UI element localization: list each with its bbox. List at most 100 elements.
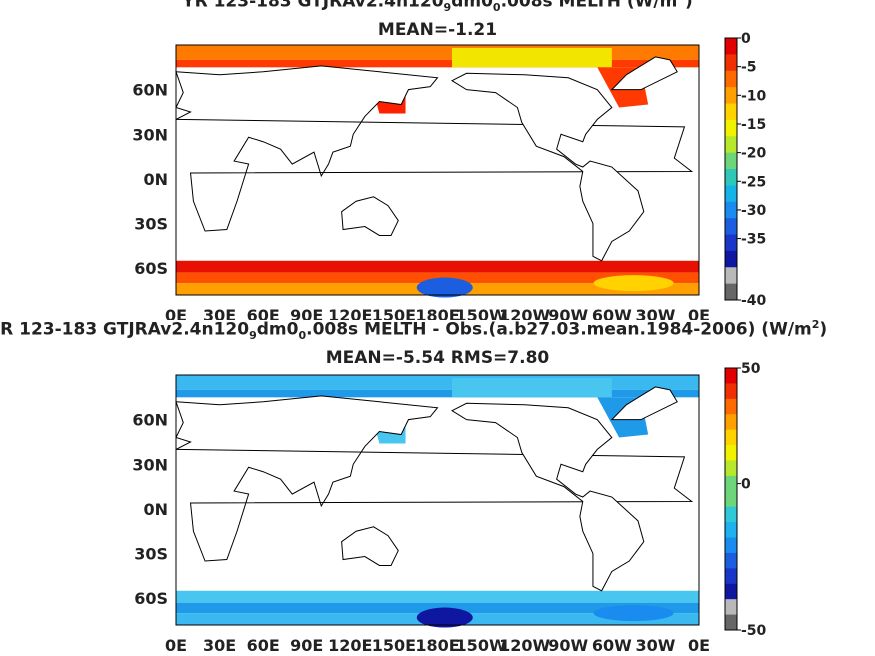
colorbar-tick-label: 0 bbox=[741, 31, 751, 47]
arctic-ice-region bbox=[452, 377, 612, 398]
colorbar-segment bbox=[725, 552, 737, 569]
ross-sea-region bbox=[416, 607, 473, 628]
weddell-sea-region bbox=[593, 605, 674, 622]
arctic-band bbox=[176, 389, 699, 398]
y-tick-label: 60N bbox=[132, 411, 168, 430]
x-tick-label: 150W bbox=[456, 306, 507, 320]
colorbar-tick-label: -20 bbox=[741, 146, 767, 162]
arctic-ice-region bbox=[452, 47, 612, 68]
y-tick-label: 30N bbox=[132, 455, 168, 474]
x-tick-label: 90E bbox=[290, 636, 323, 655]
colorbar-segment bbox=[725, 250, 737, 268]
colorbar-segment bbox=[725, 599, 737, 616]
map-group bbox=[175, 44, 700, 298]
americas-landmass bbox=[451, 72, 645, 262]
colorbar-segment bbox=[725, 506, 737, 523]
x-tick-label: 30E bbox=[203, 636, 236, 655]
colorbar-segment bbox=[725, 136, 737, 154]
colorbar-segment bbox=[725, 283, 737, 301]
colorbar-segment bbox=[725, 169, 737, 186]
panel1-title: YR 123-183 GTJRAv2.4n1209dm00.008s MELTH… bbox=[182, 0, 693, 15]
colorbar-segment bbox=[725, 201, 737, 219]
colorbar-tick-label: -15 bbox=[741, 117, 766, 133]
greenland-landmass bbox=[610, 386, 678, 421]
colorbar-segment bbox=[725, 491, 737, 508]
arctic-band bbox=[176, 375, 699, 390]
colorbar-segment bbox=[725, 368, 737, 384]
colorbar-segment bbox=[725, 70, 737, 88]
colorbar-tick-label: 0 bbox=[741, 477, 751, 493]
colorbar-segment bbox=[725, 185, 737, 203]
map-frame bbox=[175, 374, 700, 626]
y-tick-label: 60S bbox=[134, 589, 168, 608]
x-tick-label: 60W bbox=[592, 636, 632, 655]
colorbar-tick-label: -10 bbox=[741, 88, 767, 104]
colorbar-segment bbox=[725, 152, 737, 170]
colorbar-segment bbox=[725, 522, 737, 539]
colorbar-segment bbox=[725, 445, 737, 461]
eurasia-africa-landmass bbox=[175, 65, 694, 232]
colorbar-tick-label: 50 bbox=[741, 361, 761, 377]
x-tick-label: 0E bbox=[165, 306, 187, 320]
colorbar-segment bbox=[725, 398, 737, 415]
x-tick-label: 180E bbox=[415, 636, 459, 655]
colorbar-segment bbox=[725, 234, 737, 252]
colorbar-tick-label: -5 bbox=[741, 60, 757, 76]
southern-ocean-band bbox=[176, 272, 699, 284]
x-tick-label: 90W bbox=[548, 306, 588, 320]
x-tick-label: 90E bbox=[290, 306, 323, 320]
colorbar-segment bbox=[725, 267, 737, 285]
y-tick-label: 60N bbox=[132, 81, 168, 100]
australia-landmass bbox=[341, 526, 399, 566]
x-tick-label: 90W bbox=[548, 636, 588, 655]
x-tick-label: 180E bbox=[415, 306, 459, 320]
greenland-landmass bbox=[610, 56, 678, 91]
panel2-subtitle: MEAN=-5.54 RMS=7.80 bbox=[325, 348, 550, 368]
x-tick-label: 150E bbox=[372, 306, 416, 320]
y-tick-label: 30N bbox=[132, 125, 168, 144]
x-tick-label: 120E bbox=[328, 636, 372, 655]
southern-ocean-band bbox=[176, 590, 699, 603]
x-tick-label: 30W bbox=[635, 306, 675, 320]
panel1-map: 60N 30N 0N 30S 60S 0E 30E 60E 90E 120E 150E 180E150… bbox=[132, 31, 767, 320]
colorbar-segment bbox=[725, 429, 737, 446]
colorbar-segment bbox=[725, 119, 737, 137]
colorbar-frame bbox=[724, 367, 738, 631]
colorbar-segment bbox=[725, 460, 737, 477]
colorbar-segment bbox=[725, 614, 737, 631]
panel2-map: 60N 30N 0N 30S 60S 0E 30E 60E 90E 120E 150E 180E150… bbox=[132, 361, 766, 655]
colorbar-segment bbox=[725, 54, 737, 72]
colorbar-tick-label: -30 bbox=[741, 203, 767, 219]
x-tick-label: 0E bbox=[165, 636, 187, 655]
colorbar-tick-label: -25 bbox=[741, 174, 766, 190]
arctic-band bbox=[176, 59, 699, 68]
y-tick-label: 0N bbox=[143, 170, 168, 189]
weddell-sea-region bbox=[593, 275, 674, 292]
x-tick-label: 30E bbox=[203, 306, 236, 320]
americas-landmass bbox=[451, 402, 645, 592]
x-tick-label: 150E bbox=[372, 636, 416, 655]
colorbar-segment bbox=[725, 583, 737, 600]
y-tick-label: 30S bbox=[134, 215, 168, 234]
x-tick-label: 60E bbox=[247, 636, 280, 655]
y-tick-label: 30S bbox=[134, 545, 168, 564]
australia-landmass bbox=[341, 196, 399, 236]
colorbar-tick-label: -35 bbox=[741, 232, 766, 248]
arctic-band bbox=[176, 45, 699, 60]
x-tick-label: 60W bbox=[592, 306, 632, 320]
x-tick-label: 0E bbox=[688, 306, 710, 320]
colorbar-segment bbox=[725, 38, 737, 55]
x-tick-label: 60E bbox=[247, 306, 280, 320]
colorbar-segment bbox=[725, 568, 737, 585]
eurasia-africa-landmass bbox=[175, 395, 694, 562]
y-tick-label: 0N bbox=[143, 500, 168, 519]
ross-sea-region bbox=[416, 277, 473, 298]
southern-ocean-band bbox=[176, 602, 699, 614]
colorbar-segment bbox=[725, 414, 737, 431]
colorbar-frame bbox=[724, 37, 738, 301]
x-tick-label: 150W bbox=[456, 636, 507, 655]
x-tick-label: 120W bbox=[499, 636, 550, 655]
colorbar-segment bbox=[725, 103, 737, 121]
colorbar-tick-label: -40 bbox=[741, 293, 767, 309]
map-group bbox=[175, 374, 700, 628]
